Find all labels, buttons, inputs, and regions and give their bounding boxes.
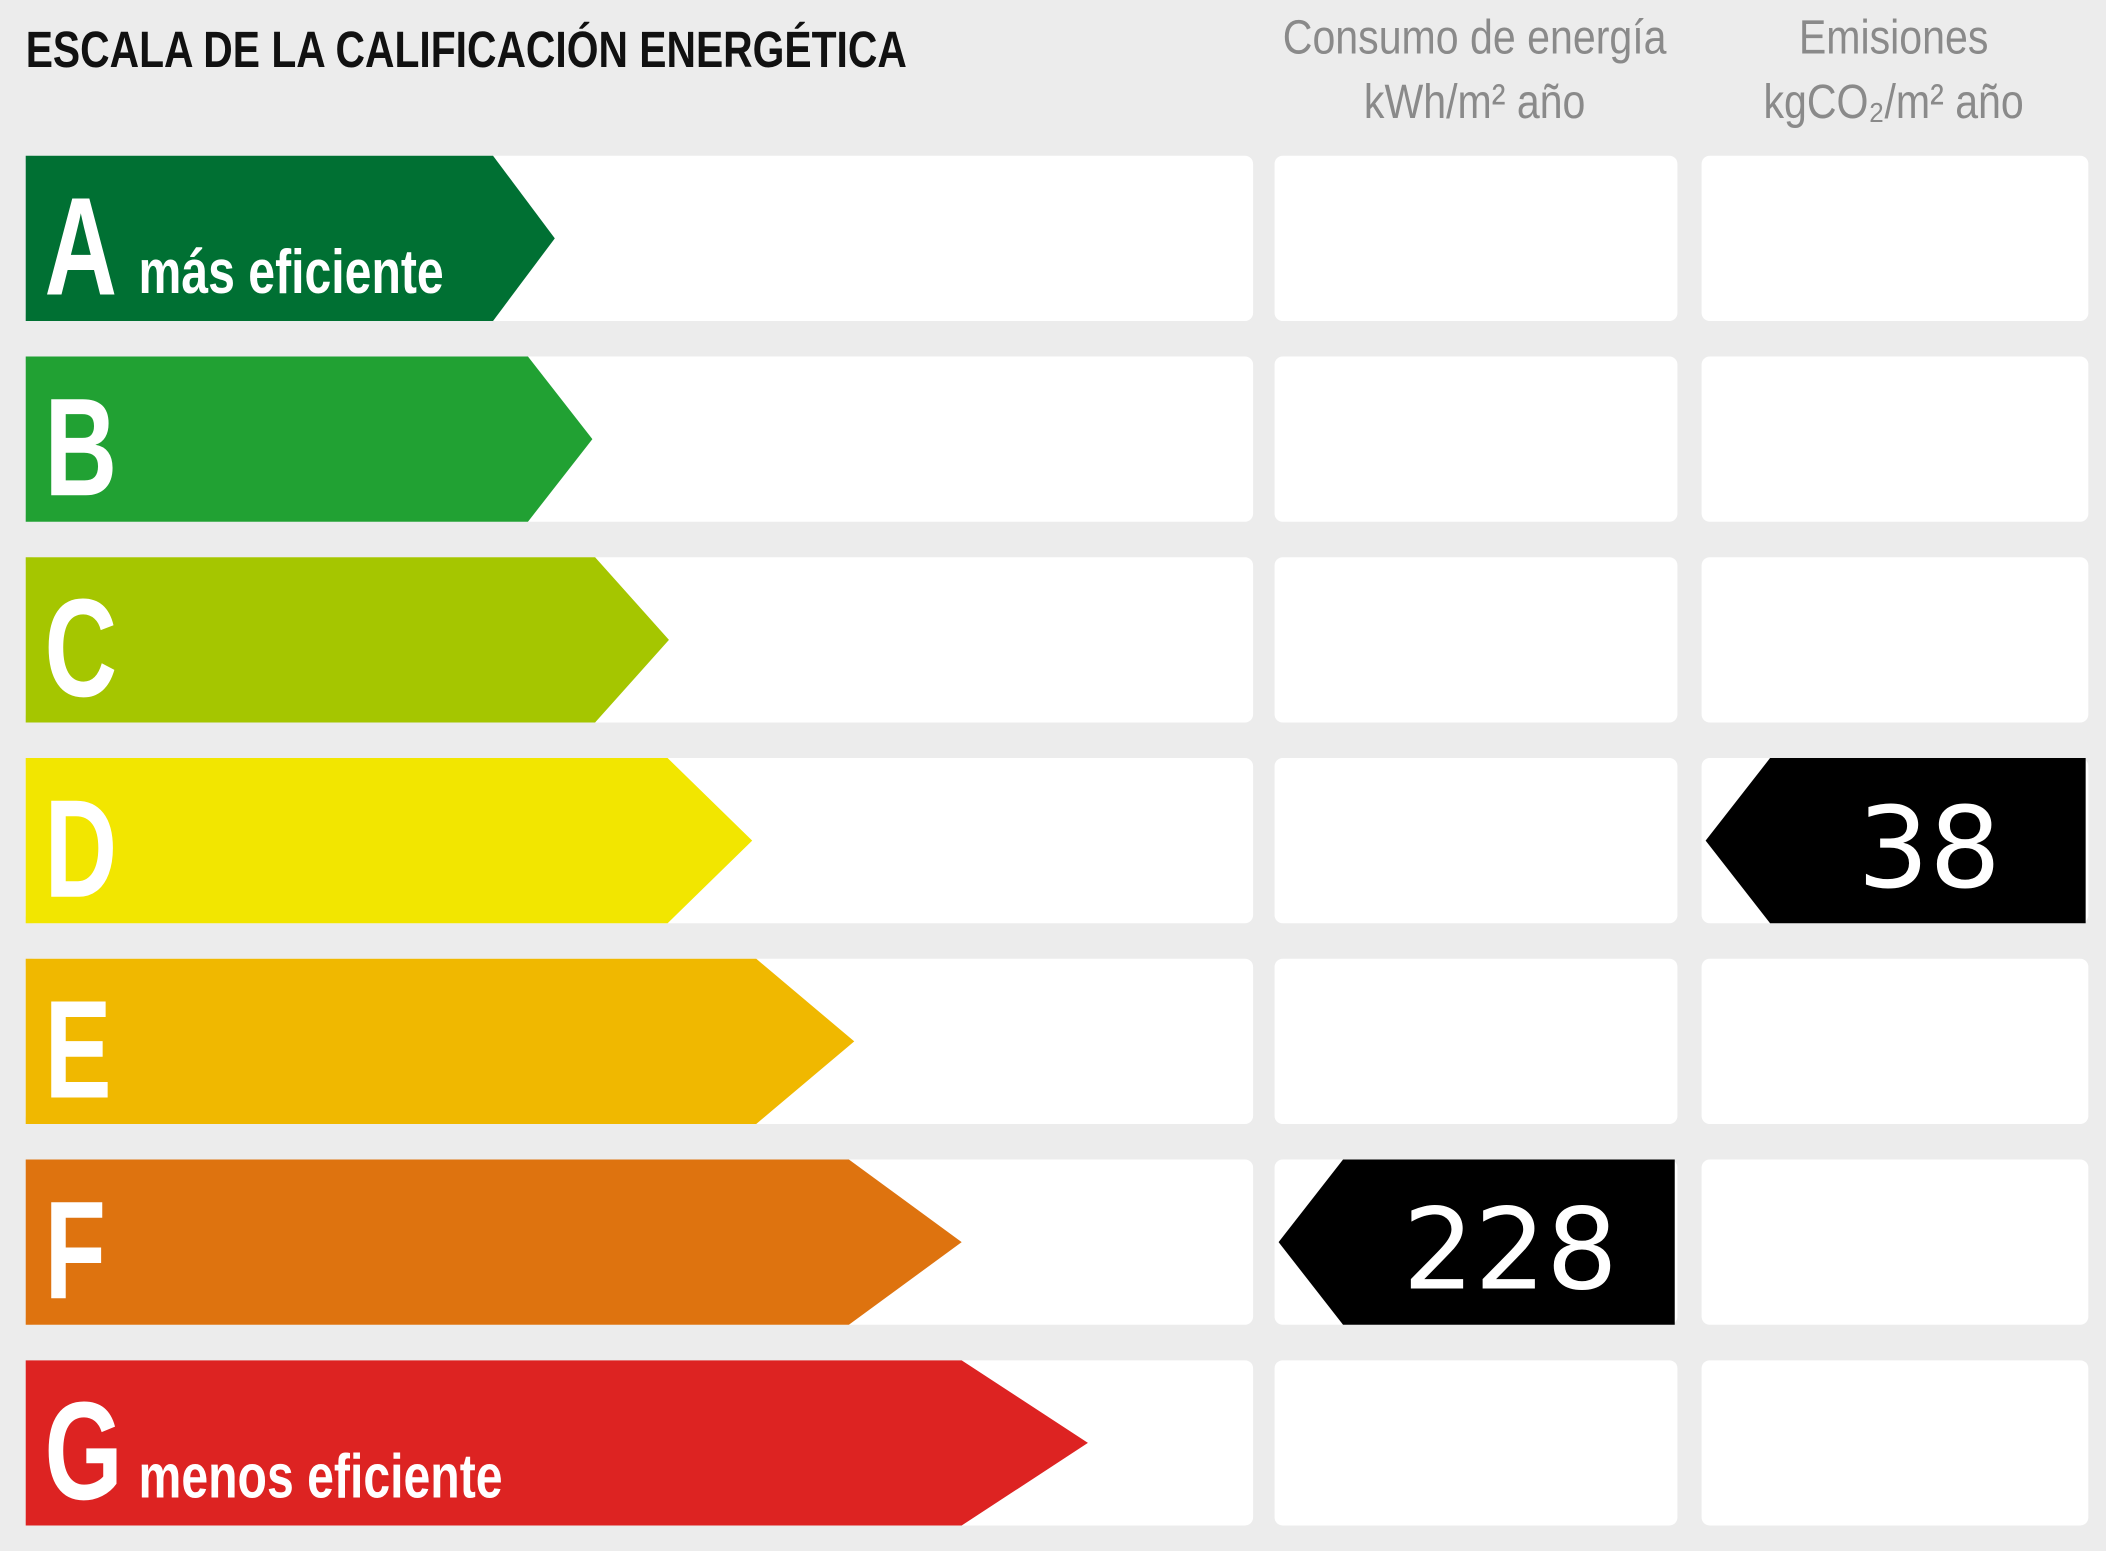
value-cell (1274, 557, 1678, 723)
rating-letter: C (45, 570, 118, 726)
rating-arrow (25, 1159, 962, 1325)
result-marker (1278, 1159, 1675, 1325)
rating-label: menos eficiente (139, 1442, 503, 1511)
value-cell (1701, 356, 2089, 522)
rating-letter: G (45, 1373, 123, 1529)
result-marker (1705, 758, 2086, 924)
rating-letter: D (45, 771, 118, 927)
value-cell (1701, 1360, 2089, 1526)
value-cell (1274, 155, 1678, 321)
rating-label: más eficiente (139, 237, 444, 306)
column-unit: kgCO₂/m² año (1763, 74, 2023, 129)
value-cell (1701, 958, 2089, 1124)
rating-arrow (25, 958, 855, 1124)
title: ESCALA DE LA CALIFICACIÓN ENERGÉTICA (26, 21, 907, 78)
value-cell (1701, 1159, 2089, 1325)
column-unit: kWh/m² año (1364, 74, 1585, 129)
column-title: Emisiones (1799, 10, 1989, 65)
value-cell (1274, 356, 1678, 522)
result-value: 228 (1403, 1183, 1618, 1315)
rating-arrow (25, 356, 593, 522)
rating-letter: F (45, 1172, 106, 1328)
rating-arrow (25, 557, 669, 723)
result-value: 38 (1857, 782, 2001, 914)
value-cell (1701, 155, 2089, 321)
value-cell (1274, 958, 1678, 1124)
rating-arrow (25, 1360, 1088, 1526)
rating-letter: A (45, 168, 118, 324)
value-cell (1274, 1360, 1678, 1526)
rating-letter: E (45, 971, 112, 1127)
value-cell (1701, 557, 2089, 723)
rating-letter: B (45, 369, 118, 525)
column-title: Consumo de energía (1283, 10, 1667, 65)
value-cell (1274, 758, 1678, 924)
rating-arrow (25, 758, 753, 924)
rating-arrow (25, 155, 555, 321)
